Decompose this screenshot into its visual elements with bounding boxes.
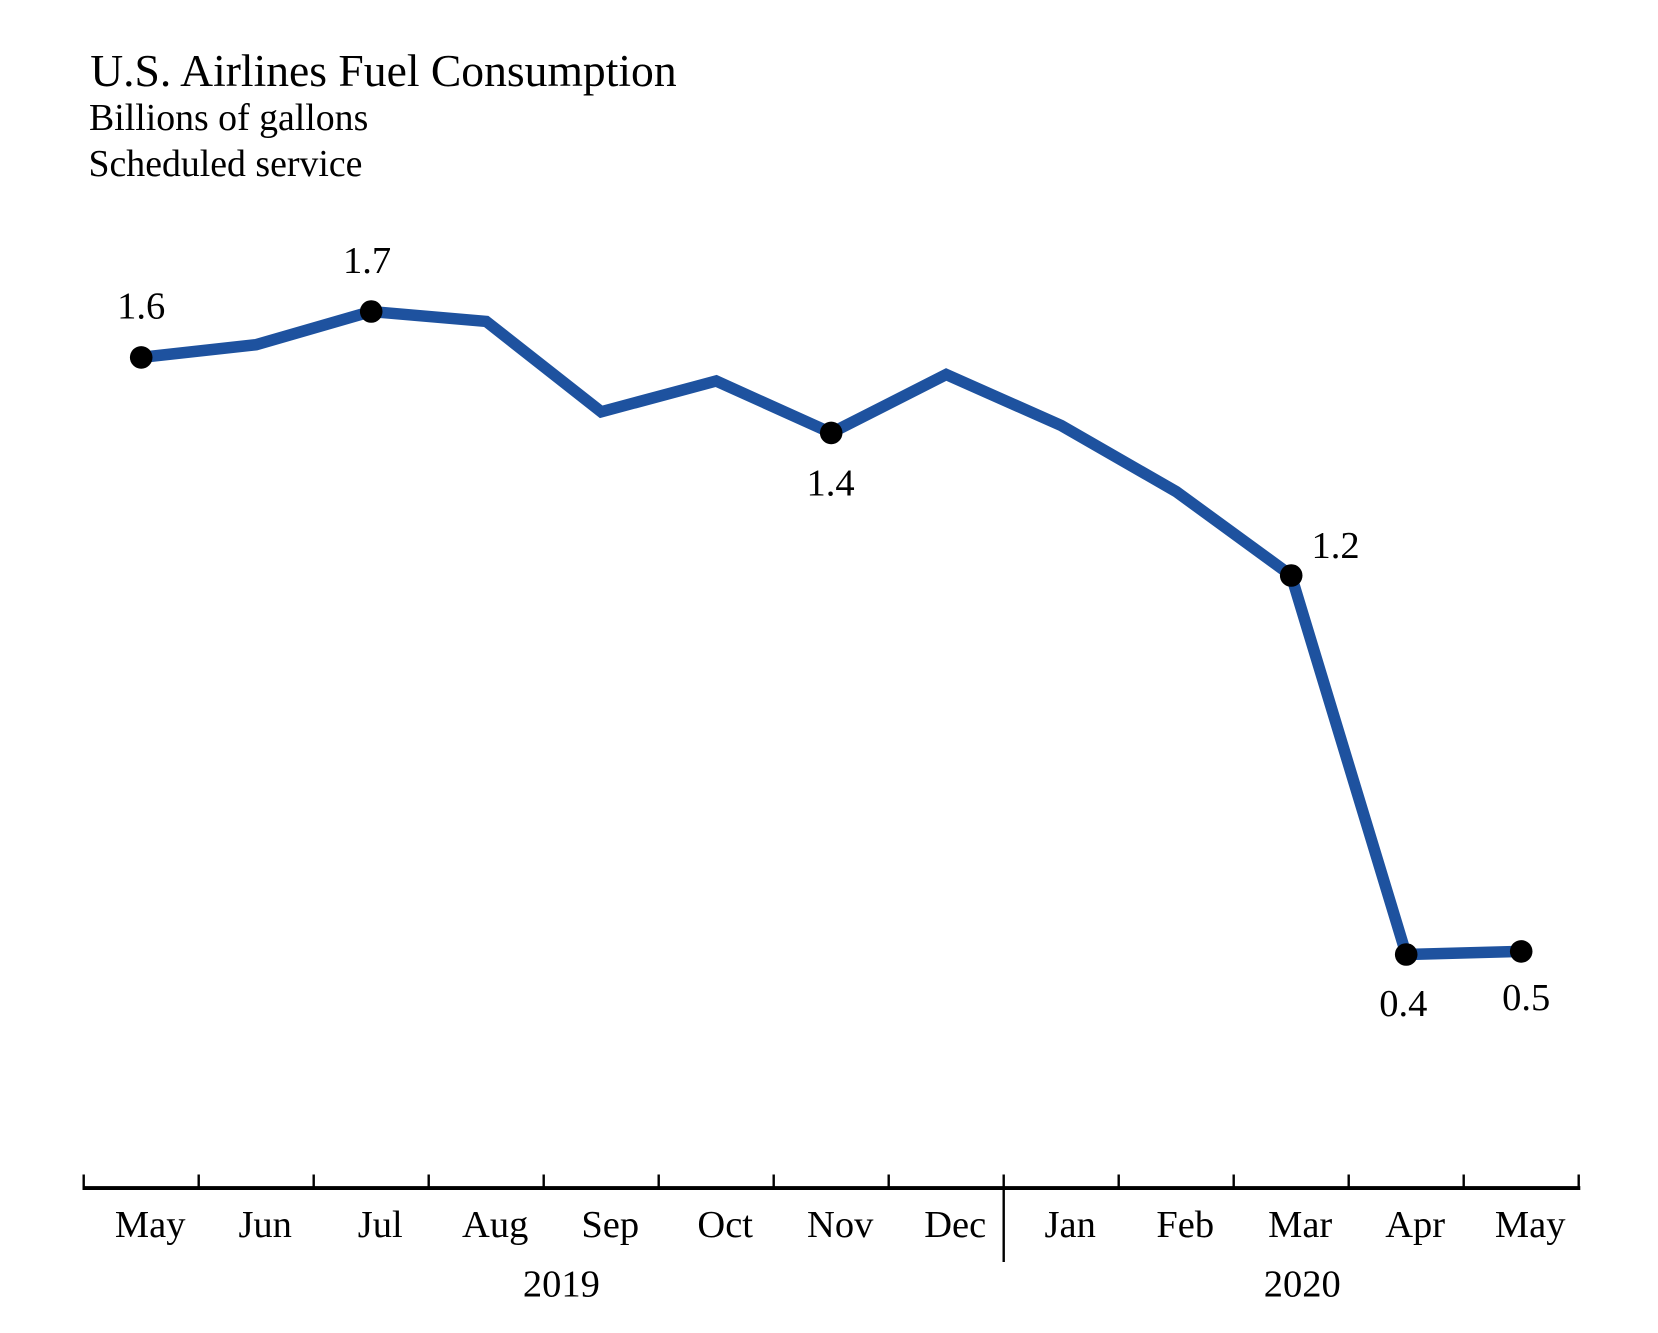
svg-text:1.2: 1.2	[1312, 525, 1360, 567]
svg-text:Scheduled service: Scheduled service	[89, 143, 363, 185]
svg-text:Jun: Jun	[238, 1204, 291, 1246]
svg-text:Aug: Aug	[462, 1204, 528, 1246]
svg-text:1.6: 1.6	[117, 286, 165, 328]
svg-text:0.4: 0.4	[1379, 983, 1427, 1025]
svg-text:Jan: Jan	[1045, 1204, 1096, 1246]
svg-text:Mar: Mar	[1268, 1204, 1332, 1246]
svg-text:Billions of gallons: Billions of gallons	[89, 97, 368, 139]
svg-text:Sep: Sep	[581, 1204, 639, 1246]
svg-text:2020: 2020	[1264, 1263, 1341, 1305]
svg-text:May: May	[1495, 1204, 1566, 1246]
svg-text:Dec: Dec	[924, 1204, 986, 1246]
svg-text:Jul: Jul	[358, 1204, 403, 1246]
svg-text:2019: 2019	[523, 1263, 600, 1305]
svg-text:0.5: 0.5	[1502, 977, 1550, 1019]
svg-text:Nov: Nov	[807, 1204, 874, 1246]
svg-text:Oct: Oct	[697, 1204, 753, 1246]
svg-text:Feb: Feb	[1156, 1204, 1214, 1246]
svg-text:Apr: Apr	[1385, 1204, 1445, 1246]
svg-text:U.S. Airlines Fuel Consumption: U.S. Airlines Fuel Consumption	[90, 45, 677, 96]
svg-text:May: May	[115, 1204, 186, 1246]
svg-text:1.4: 1.4	[807, 462, 855, 504]
svg-text:1.7: 1.7	[343, 240, 391, 282]
